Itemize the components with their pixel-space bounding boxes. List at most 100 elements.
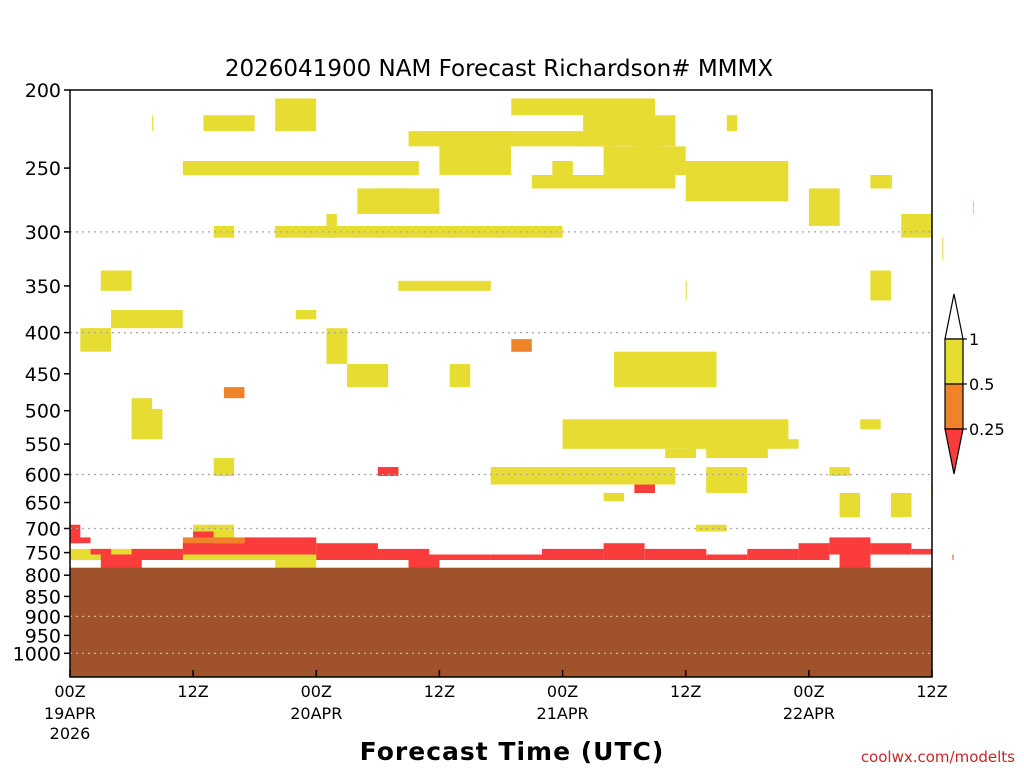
ri-cell-yellow — [398, 280, 491, 291]
ri-cell-yellow — [716, 161, 748, 189]
y-tick-label: 450 — [25, 364, 61, 386]
x-tick-label: 12Z — [916, 682, 947, 701]
ri-cell-yellow — [490, 467, 676, 485]
ri-cell-yellow — [901, 213, 932, 238]
ri-cell-yellow — [326, 213, 337, 238]
ri-cell-yellow — [747, 161, 758, 189]
y-tick-label: 550 — [25, 434, 61, 456]
ri-cell-yellow — [613, 351, 717, 388]
ri-cell-red-boundary-layer — [706, 554, 748, 560]
chart-title: 2026041900 NAM Forecast Richardson# MMMX — [225, 56, 773, 82]
ri-cell-yellow — [326, 328, 347, 364]
ri-cell-yellow — [634, 115, 676, 147]
y-tick-label: 950 — [25, 625, 61, 647]
ri-cell-yellow — [706, 467, 748, 493]
ri-cell-yellow — [275, 560, 317, 569]
ri-cell-red-boundary-layer — [316, 543, 378, 560]
ri-cell-red-boundary-layer — [490, 554, 542, 560]
x-tick-date: 22APR — [783, 704, 835, 723]
ri-cell-red-boundary-layer — [829, 537, 871, 555]
ri-cell-yellow — [295, 310, 317, 320]
ri-cell-yellow — [213, 458, 235, 476]
ri-cell-yellow — [603, 493, 625, 502]
x-axis-title: Forecast Time (UTC) — [360, 737, 665, 766]
ri-cell-red-boundary-layer — [100, 554, 142, 569]
ri-cell-red-boundary-layer — [70, 537, 91, 544]
legend-label: 1 — [969, 330, 979, 349]
credit-label: coolwx.com/modelts — [861, 748, 1015, 766]
ri-cell-yellow — [275, 98, 317, 132]
ri-cell-yellow — [275, 226, 306, 238]
ri-cell-yellow — [829, 467, 850, 476]
ri-cell-orange — [223, 387, 245, 399]
ri-cell-yellow — [685, 439, 737, 449]
ri-cell-red-boundary-layer — [870, 543, 912, 555]
ri-cell-yellow — [808, 188, 840, 226]
y-tick-label: 600 — [25, 465, 61, 487]
ri-cell-yellow — [357, 188, 440, 214]
ri-cell-red-boundary-layer — [131, 548, 183, 560]
ri-cell-red — [839, 554, 871, 569]
ri-cell-yellow — [788, 439, 799, 449]
x-tick-date: 21APR — [537, 704, 589, 723]
ri-cell-yellow — [439, 131, 512, 175]
y-tick-label: 250 — [25, 158, 61, 180]
ri-cell-yellow — [100, 270, 132, 291]
ri-cell-yellow — [839, 493, 861, 518]
plot-area — [69, 89, 974, 678]
colorbar-legend: 1 0.5 0.25 — [944, 293, 1005, 475]
y-tick-label: 800 — [25, 565, 61, 587]
x-tick-label: 00Z — [54, 682, 85, 701]
x-tick-label: 12Z — [670, 682, 701, 701]
ri-cell-red-boundary-layer — [182, 543, 245, 555]
ri-cell-yellow — [665, 448, 696, 459]
ri-cell-yellow — [726, 115, 738, 132]
ri-cell-yellow — [131, 398, 153, 430]
legend-bin-white — [944, 293, 964, 340]
ri-cell-red-boundary-layer — [798, 543, 830, 560]
ri-cell-red-boundary-layer — [542, 548, 604, 560]
y-tick-label: 1000 — [13, 643, 61, 665]
ri-cell-red-boundary-layer — [377, 548, 430, 560]
ri-cell-yellow — [973, 201, 974, 214]
ri-cell-yellow — [603, 98, 614, 132]
richardson-cells — [70, 98, 974, 569]
ri-cell-yellow — [870, 270, 891, 301]
ri-cell-yellow — [891, 175, 892, 189]
x-tick-date: 19APR — [44, 704, 96, 723]
ri-cell-orange — [203, 537, 245, 544]
ri-cell-red — [377, 467, 399, 476]
ri-cell-red-boundary-layer — [644, 548, 707, 560]
ri-cell-yellow — [860, 419, 881, 430]
ri-cell-red-boundary-layer — [90, 548, 111, 555]
ri-cell-yellow — [111, 310, 183, 329]
ri-cell-yellow — [891, 493, 912, 518]
legend-bin-red — [944, 428, 964, 475]
ri-cell-yellow — [347, 363, 389, 388]
ri-cell-yellow — [696, 524, 727, 532]
ri-cell-yellow — [942, 237, 944, 260]
ri-cell-yellow — [182, 161, 419, 175]
ri-cell-yellow — [70, 554, 409, 560]
ri-cell-red — [634, 484, 655, 493]
ri-cell-red-boundary-layer — [747, 548, 799, 560]
ri-cell-yellow — [213, 226, 235, 238]
terrain-fill — [70, 567, 932, 677]
ri-cell-yellow — [552, 161, 573, 175]
y-tick-label: 350 — [25, 276, 61, 298]
y-tick-label: 700 — [25, 519, 61, 541]
x-tick-label: 00Z — [793, 682, 824, 701]
x-tick-label: 12Z — [177, 682, 208, 701]
ri-cell-yellow — [870, 175, 891, 189]
ri-cell-red-boundary-layer — [952, 554, 954, 560]
ri-cell-red-boundary-layer — [244, 537, 317, 555]
ri-cell-yellow — [603, 146, 666, 189]
y-axis: 200 250 300 350 400 450 500 550 600 650 7007508008… — [13, 80, 70, 665]
legend-label: 0.5 — [969, 375, 994, 394]
legend-bin-orange — [944, 383, 964, 430]
legend-label: 0.25 — [969, 420, 1005, 439]
y-tick-label: 900 — [25, 606, 61, 628]
ri-cell-yellow — [152, 115, 154, 132]
x-tick-label: 00Z — [301, 682, 332, 701]
